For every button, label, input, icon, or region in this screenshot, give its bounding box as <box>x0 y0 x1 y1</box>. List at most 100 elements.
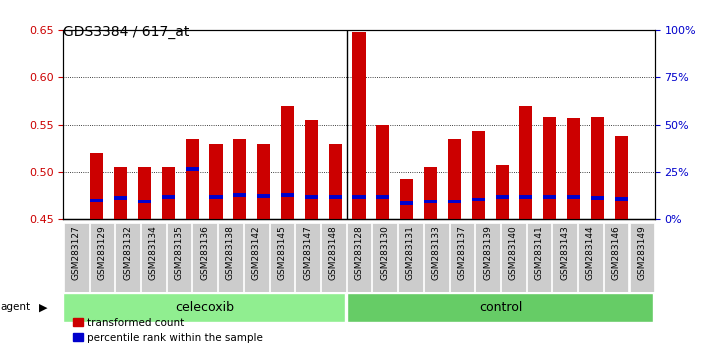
FancyBboxPatch shape <box>578 223 603 292</box>
FancyBboxPatch shape <box>270 223 294 292</box>
Bar <box>424 200 437 204</box>
Bar <box>496 165 508 219</box>
Legend: transformed count, percentile rank within the sample: transformed count, percentile rank withi… <box>68 314 268 347</box>
Bar <box>281 106 294 219</box>
Text: GSM283129: GSM283129 <box>97 225 106 280</box>
Bar <box>448 139 461 219</box>
Bar <box>543 195 556 199</box>
Text: GSM283146: GSM283146 <box>612 225 621 280</box>
Bar <box>162 167 175 219</box>
FancyBboxPatch shape <box>346 223 372 292</box>
Text: GSM283147: GSM283147 <box>303 225 312 280</box>
FancyBboxPatch shape <box>501 223 526 292</box>
Bar <box>162 195 175 199</box>
Bar <box>186 167 199 171</box>
Bar <box>257 144 270 219</box>
FancyBboxPatch shape <box>424 223 448 292</box>
Bar <box>305 120 318 219</box>
FancyBboxPatch shape <box>295 223 320 292</box>
Bar <box>305 195 318 199</box>
Bar <box>90 199 103 202</box>
Bar <box>472 131 485 219</box>
Text: GSM283137: GSM283137 <box>458 225 466 280</box>
Bar <box>281 193 294 197</box>
Text: GDS3384 / 617_at: GDS3384 / 617_at <box>63 25 190 39</box>
Text: agent: agent <box>1 302 31 312</box>
Text: GSM283127: GSM283127 <box>72 225 81 280</box>
FancyBboxPatch shape <box>115 223 140 292</box>
Text: GSM283134: GSM283134 <box>149 225 158 280</box>
Bar <box>615 136 628 219</box>
Text: GSM283133: GSM283133 <box>432 225 441 280</box>
Bar <box>472 198 485 201</box>
Text: GSM283144: GSM283144 <box>586 225 595 280</box>
FancyBboxPatch shape <box>398 223 423 292</box>
Bar <box>257 194 270 198</box>
FancyBboxPatch shape <box>321 223 346 292</box>
Bar <box>400 179 413 219</box>
FancyBboxPatch shape <box>475 223 500 292</box>
FancyBboxPatch shape <box>372 223 397 292</box>
Bar <box>496 195 508 199</box>
Text: GSM283138: GSM283138 <box>226 225 235 280</box>
FancyBboxPatch shape <box>629 223 654 292</box>
FancyBboxPatch shape <box>604 223 629 292</box>
FancyBboxPatch shape <box>348 293 653 321</box>
Text: GSM283142: GSM283142 <box>252 225 260 280</box>
Text: GSM283143: GSM283143 <box>560 225 570 280</box>
FancyBboxPatch shape <box>167 223 191 292</box>
Bar <box>210 195 222 199</box>
Bar <box>90 153 103 219</box>
FancyBboxPatch shape <box>63 293 345 321</box>
Bar <box>567 118 580 219</box>
Bar <box>233 139 246 219</box>
Bar <box>591 196 604 200</box>
Text: celecoxib: celecoxib <box>175 301 234 314</box>
Text: ▶: ▶ <box>39 302 47 312</box>
Bar <box>448 200 461 204</box>
Bar <box>567 195 580 199</box>
Text: GSM283139: GSM283139 <box>483 225 492 280</box>
Bar <box>353 195 365 199</box>
Bar <box>424 167 437 219</box>
Text: GSM283136: GSM283136 <box>200 225 209 280</box>
Text: GSM283145: GSM283145 <box>277 225 287 280</box>
Text: GSM283128: GSM283128 <box>355 225 363 280</box>
Text: GSM283149: GSM283149 <box>637 225 646 280</box>
Bar <box>377 125 389 219</box>
Bar <box>329 144 341 219</box>
Text: GSM283131: GSM283131 <box>406 225 415 280</box>
Bar <box>186 139 199 219</box>
Bar <box>114 167 127 219</box>
FancyBboxPatch shape <box>553 223 577 292</box>
FancyBboxPatch shape <box>450 223 474 292</box>
Bar <box>400 201 413 205</box>
FancyBboxPatch shape <box>244 223 268 292</box>
Bar <box>329 195 341 199</box>
Text: GSM283132: GSM283132 <box>123 225 132 280</box>
Text: control: control <box>479 301 522 314</box>
Bar <box>520 195 532 199</box>
Bar <box>543 117 556 219</box>
Bar <box>591 117 604 219</box>
Bar <box>138 200 151 204</box>
FancyBboxPatch shape <box>527 223 551 292</box>
FancyBboxPatch shape <box>141 223 165 292</box>
FancyBboxPatch shape <box>192 223 217 292</box>
Bar <box>353 32 365 219</box>
Text: GSM283141: GSM283141 <box>534 225 543 280</box>
Bar <box>114 196 127 200</box>
FancyBboxPatch shape <box>218 223 243 292</box>
FancyBboxPatch shape <box>89 223 114 292</box>
Text: GSM283130: GSM283130 <box>380 225 389 280</box>
Bar <box>615 197 628 201</box>
Bar <box>138 167 151 219</box>
Text: GSM283148: GSM283148 <box>329 225 338 280</box>
Bar <box>520 106 532 219</box>
FancyBboxPatch shape <box>64 223 89 292</box>
Bar <box>233 193 246 197</box>
Text: GSM283135: GSM283135 <box>175 225 184 280</box>
Bar <box>377 195 389 199</box>
Text: GSM283140: GSM283140 <box>509 225 518 280</box>
Bar <box>210 144 222 219</box>
